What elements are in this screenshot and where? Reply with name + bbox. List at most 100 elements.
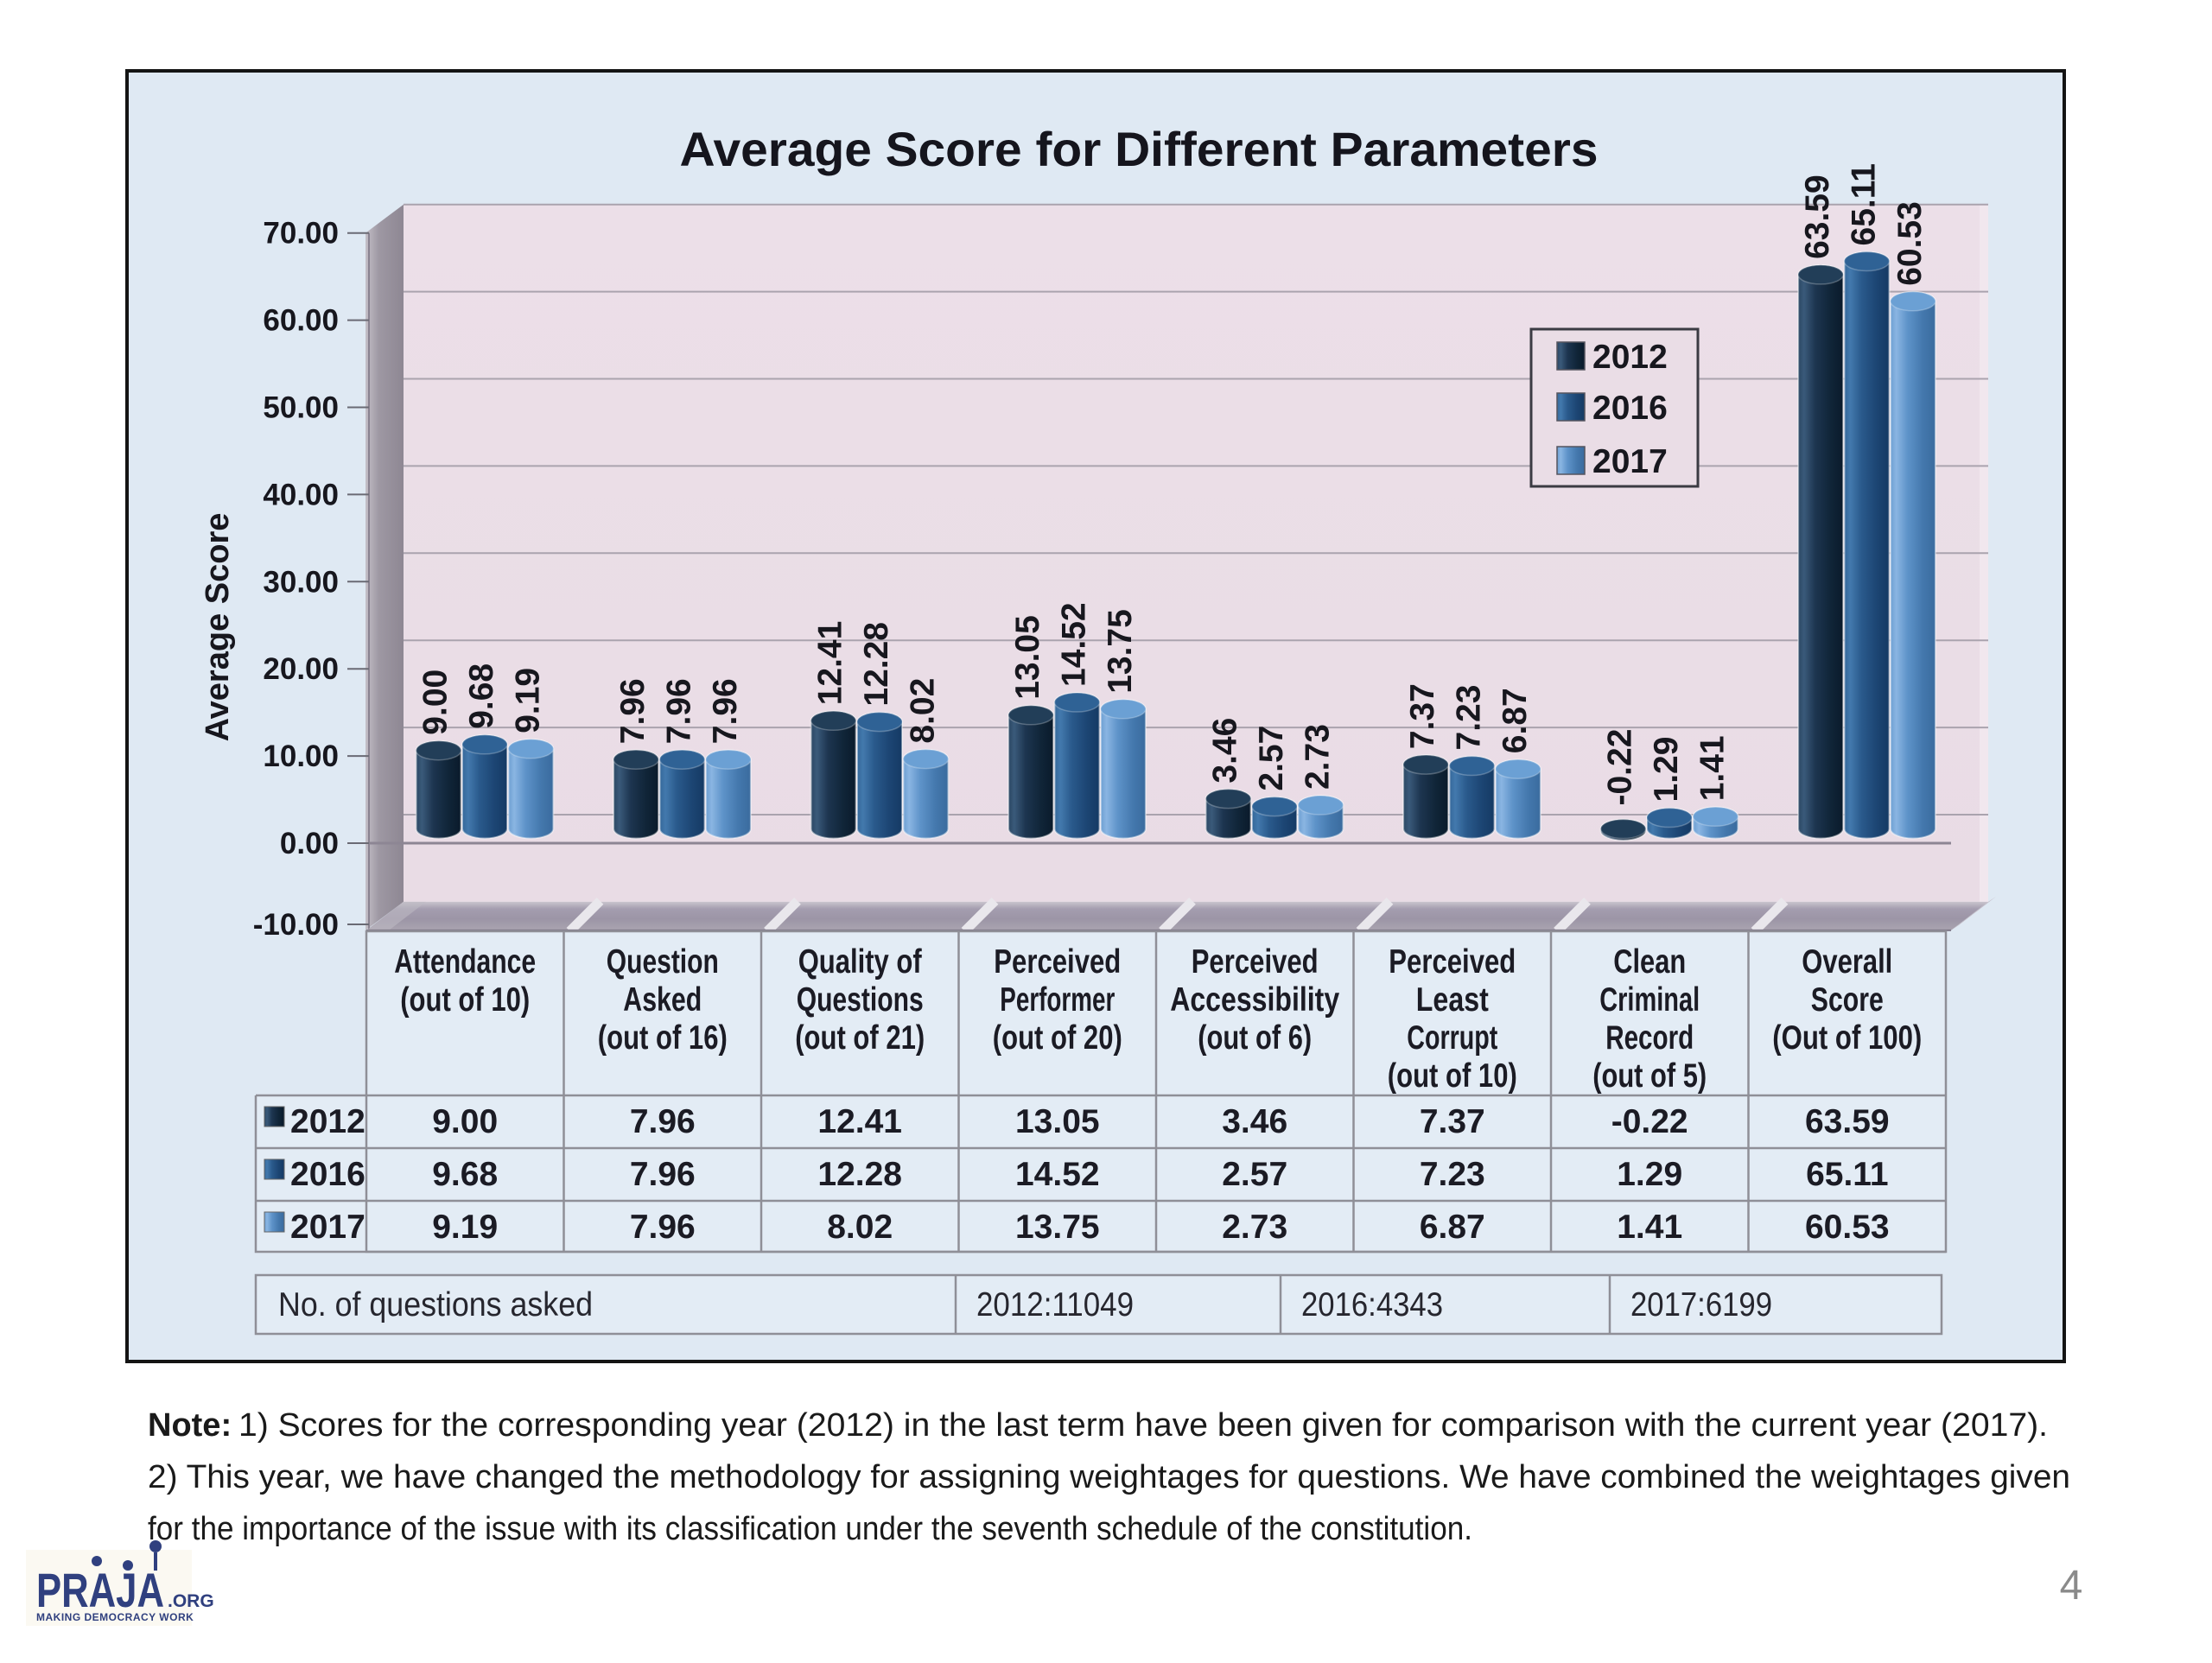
- svg-text:Record: Record: [1605, 1019, 1694, 1057]
- svg-text:2017: 2017: [290, 1209, 365, 1246]
- svg-text:2.73: 2.73: [1222, 1209, 1287, 1246]
- svg-text:1.29: 1.29: [1617, 1156, 1682, 1193]
- svg-text:(out of 16): (out of 16): [598, 1019, 728, 1057]
- svg-text:7.96: 7.96: [630, 1156, 696, 1193]
- svg-text:Score: Score: [1811, 981, 1884, 1019]
- svg-text:9.68: 9.68: [463, 663, 500, 729]
- svg-text:9.00: 9.00: [432, 1103, 498, 1140]
- svg-text:Questions: Questions: [797, 981, 924, 1019]
- svg-text:60.53: 60.53: [1805, 1209, 1890, 1246]
- svg-text:(out of 20): (out of 20): [993, 1019, 1122, 1057]
- svg-text:7.96: 7.96: [630, 1209, 696, 1246]
- svg-text:8.02: 8.02: [904, 678, 941, 744]
- svg-text:30.00: 30.00: [263, 565, 339, 599]
- svg-text:-0.22: -0.22: [1611, 1103, 1688, 1140]
- svg-text:Average Score: Average Score: [200, 513, 236, 742]
- svg-text:9.19: 9.19: [432, 1209, 498, 1246]
- svg-text:Quality of: Quality of: [798, 943, 923, 981]
- svg-text:-0.22: -0.22: [1602, 729, 1639, 806]
- svg-text:63.59: 63.59: [1799, 175, 1836, 259]
- svg-text:7.23: 7.23: [1420, 1156, 1485, 1193]
- svg-text:No. of questions asked: No. of questions asked: [278, 1286, 593, 1323]
- svg-text:2017:6199: 2017:6199: [1630, 1286, 1772, 1323]
- svg-text:12.41: 12.41: [817, 1103, 902, 1140]
- svg-text:.ORG: .ORG: [168, 1591, 214, 1611]
- svg-text:4: 4: [2060, 1563, 2083, 1609]
- svg-text:Asked: Asked: [623, 981, 702, 1019]
- svg-text:-10.00: -10.00: [253, 908, 339, 942]
- svg-text:MAKING DEMOCRACY WORK: MAKING DEMOCRACY WORK: [36, 1611, 194, 1623]
- svg-text:14.52: 14.52: [1056, 602, 1093, 687]
- svg-text:3.46: 3.46: [1222, 1103, 1287, 1140]
- svg-text:Overall: Overall: [1802, 943, 1892, 981]
- svg-text:(Out of 100): (Out of 100): [1772, 1019, 1922, 1057]
- svg-text:6.87: 6.87: [1420, 1209, 1485, 1246]
- svg-text:2016:4343: 2016:4343: [1301, 1286, 1443, 1323]
- svg-text:2016: 2016: [1592, 390, 1668, 427]
- svg-text:3.46: 3.46: [1207, 718, 1244, 784]
- svg-text:1) Scores for the correspondin: 1) Scores for the corresponding year (20…: [238, 1407, 2048, 1444]
- svg-text:Question: Question: [607, 943, 719, 981]
- svg-text:7.96: 7.96: [707, 678, 744, 744]
- svg-text:7.96: 7.96: [630, 1103, 696, 1140]
- svg-text:Criminal: Criminal: [1599, 981, 1700, 1019]
- svg-text:65.11: 65.11: [1806, 1156, 1888, 1193]
- svg-text:2.73: 2.73: [1299, 724, 1336, 790]
- svg-text:Attendance: Attendance: [394, 943, 536, 981]
- svg-text:Corrupt: Corrupt: [1407, 1019, 1497, 1057]
- svg-text:2.57: 2.57: [1253, 726, 1290, 791]
- svg-text:12.28: 12.28: [817, 1156, 902, 1193]
- svg-text:(out of 10): (out of 10): [400, 981, 530, 1019]
- svg-text:10.00: 10.00: [263, 739, 339, 773]
- svg-text:13.75: 13.75: [1102, 609, 1139, 694]
- svg-text:(out of 6): (out of 6): [1198, 1019, 1312, 1057]
- svg-text:Note:: Note:: [148, 1407, 232, 1444]
- svg-text:65.11: 65.11: [1846, 163, 1883, 245]
- svg-text:9.68: 9.68: [432, 1156, 498, 1193]
- svg-text:6.87: 6.87: [1497, 688, 1534, 753]
- svg-text:(out of 5): (out of 5): [1592, 1057, 1707, 1095]
- svg-text:7.23: 7.23: [1451, 685, 1488, 751]
- svg-text:(out of 10): (out of 10): [1388, 1057, 1517, 1095]
- svg-text:7.37: 7.37: [1404, 683, 1441, 749]
- svg-text:9.19: 9.19: [509, 668, 546, 733]
- svg-text:9.00: 9.00: [417, 670, 454, 735]
- svg-text:12.28: 12.28: [858, 622, 895, 707]
- svg-text:14.52: 14.52: [1015, 1156, 1100, 1193]
- svg-text:2016: 2016: [290, 1156, 365, 1193]
- svg-text:Least: Least: [1416, 981, 1489, 1019]
- svg-text:Clean: Clean: [1613, 943, 1686, 981]
- svg-text:7.37: 7.37: [1420, 1103, 1485, 1140]
- svg-text:60.53: 60.53: [1891, 201, 1929, 286]
- svg-text:Perceived: Perceived: [1192, 943, 1319, 981]
- svg-text:70.00: 70.00: [263, 217, 339, 251]
- svg-text:7.96: 7.96: [614, 678, 652, 744]
- svg-text:1.41: 1.41: [1617, 1209, 1682, 1246]
- svg-text:50.00: 50.00: [263, 391, 339, 425]
- svg-text:8.02: 8.02: [827, 1209, 893, 1246]
- svg-text:2.57: 2.57: [1222, 1156, 1287, 1193]
- svg-text:Perceived: Perceived: [994, 943, 1121, 981]
- svg-text:Accessibility: Accessibility: [1170, 981, 1339, 1019]
- svg-text:2012: 2012: [290, 1103, 365, 1140]
- svg-text:60.00: 60.00: [263, 304, 339, 338]
- svg-text:PRAJA: PRAJA: [36, 1563, 164, 1617]
- svg-text:13.05: 13.05: [1009, 615, 1046, 700]
- svg-text:2) This year, we have changed: 2) This year, we have changed the method…: [148, 1459, 2070, 1495]
- svg-text:7.96: 7.96: [661, 678, 698, 744]
- svg-text:63.59: 63.59: [1805, 1103, 1890, 1140]
- svg-text:Average Score for Different Pa: Average Score for Different Parameters: [680, 122, 1599, 176]
- svg-text:for the importance of the issu: for the importance of the issue with its…: [148, 1511, 1472, 1547]
- svg-text:13.75: 13.75: [1015, 1209, 1100, 1246]
- svg-text:40.00: 40.00: [263, 478, 339, 511]
- svg-text:2017: 2017: [1592, 443, 1668, 480]
- svg-text:Perceived: Perceived: [1389, 943, 1516, 981]
- svg-text:(out of 21): (out of 21): [795, 1019, 925, 1057]
- svg-text:12.41: 12.41: [812, 621, 849, 706]
- svg-text:1.29: 1.29: [1648, 737, 1685, 803]
- svg-text:Performer: Performer: [1000, 981, 1115, 1019]
- svg-text:0.00: 0.00: [280, 827, 339, 860]
- svg-text:2012:11049: 2012:11049: [976, 1286, 1134, 1323]
- svg-text:2012: 2012: [1592, 339, 1668, 376]
- svg-text:13.05: 13.05: [1015, 1103, 1100, 1140]
